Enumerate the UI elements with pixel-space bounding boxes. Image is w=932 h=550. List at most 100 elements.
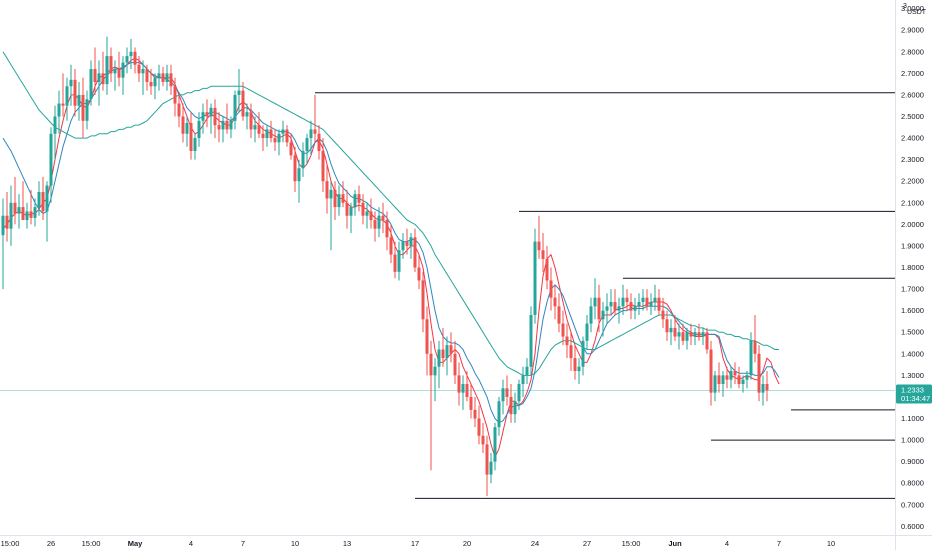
- candle[interactable]: [681, 323, 685, 346]
- y-tick-label[interactable]: 1.6000: [901, 306, 924, 315]
- candle[interactable]: [741, 375, 745, 393]
- candle[interactable]: [65, 77, 69, 121]
- candle[interactable]: [45, 181, 49, 242]
- candle[interactable]: [221, 116, 225, 143]
- candle[interactable]: [193, 133, 197, 160]
- y-tick-label[interactable]: 2.6000: [901, 90, 924, 99]
- candle[interactable]: [13, 176, 17, 225]
- y-tick-label[interactable]: 1.0000: [901, 436, 924, 445]
- candle[interactable]: [245, 103, 249, 130]
- candle[interactable]: [721, 371, 725, 397]
- x-tick-label[interactable]: 20: [463, 539, 471, 548]
- candle[interactable]: [289, 133, 293, 160]
- candle[interactable]: [633, 297, 637, 320]
- candle[interactable]: [621, 284, 625, 315]
- candle[interactable]: [421, 271, 425, 333]
- candle[interactable]: [513, 392, 517, 423]
- candle[interactable]: [561, 310, 565, 346]
- candle[interactable]: [665, 310, 669, 341]
- y-tick-label[interactable]: 1.7000: [901, 285, 924, 294]
- candle[interactable]: [281, 120, 285, 143]
- candle[interactable]: [121, 56, 125, 95]
- candle[interactable]: [97, 60, 101, 106]
- candle[interactable]: [673, 314, 677, 341]
- x-tick-label[interactable]: 13: [343, 539, 351, 548]
- candle[interactable]: [205, 99, 209, 128]
- candle[interactable]: [433, 358, 437, 402]
- candle[interactable]: [557, 293, 561, 333]
- candle[interactable]: [233, 90, 237, 130]
- candle[interactable]: [713, 371, 717, 402]
- candle[interactable]: [17, 194, 21, 229]
- candle[interactable]: [189, 112, 193, 160]
- candle[interactable]: [653, 284, 657, 311]
- candle[interactable]: [729, 366, 733, 389]
- candle[interactable]: [361, 194, 365, 225]
- y-tick-label[interactable]: 2.8000: [901, 47, 924, 56]
- candle[interactable]: [141, 60, 145, 95]
- candle[interactable]: [469, 383, 473, 419]
- candle[interactable]: [541, 232, 545, 272]
- candle[interactable]: [573, 345, 577, 380]
- candle[interactable]: [597, 284, 601, 333]
- candlesticks[interactable]: [1, 36, 769, 497]
- candle[interactable]: [517, 379, 521, 410]
- y-tick-label[interactable]: 2.0000: [901, 220, 924, 229]
- y-tick-label[interactable]: 1.5000: [901, 328, 924, 337]
- candle[interactable]: [509, 383, 513, 423]
- candle[interactable]: [389, 224, 393, 264]
- candle[interactable]: [581, 336, 585, 376]
- candle[interactable]: [709, 340, 713, 406]
- candle[interactable]: [745, 371, 749, 389]
- candle[interactable]: [61, 73, 65, 117]
- candle[interactable]: [405, 228, 409, 255]
- candle[interactable]: [649, 293, 653, 315]
- y-tick-label[interactable]: 2.4000: [901, 134, 924, 143]
- x-tick-label[interactable]: 10: [827, 539, 835, 548]
- y-tick-label[interactable]: 3.0000: [901, 4, 924, 13]
- candle[interactable]: [537, 215, 541, 259]
- candle[interactable]: [77, 81, 81, 121]
- candle[interactable]: [385, 211, 389, 251]
- candle[interactable]: [309, 120, 313, 156]
- candle[interactable]: [325, 163, 329, 214]
- candle[interactable]: [569, 332, 573, 372]
- candle[interactable]: [197, 112, 201, 147]
- candle[interactable]: [425, 306, 429, 376]
- y-tick-label[interactable]: 0.8000: [901, 479, 924, 488]
- candle[interactable]: [89, 60, 93, 106]
- candle[interactable]: [493, 422, 497, 471]
- x-tick-label[interactable]: Jun: [668, 539, 682, 548]
- candle[interactable]: [153, 73, 157, 100]
- candle[interactable]: [213, 99, 217, 139]
- candle[interactable]: [629, 293, 633, 320]
- candle[interactable]: [565, 323, 569, 359]
- candle[interactable]: [9, 185, 13, 246]
- candle[interactable]: [129, 38, 133, 70]
- candle[interactable]: [29, 189, 33, 225]
- x-tick-label[interactable]: 7: [241, 539, 245, 548]
- y-tick-label[interactable]: 2.7000: [901, 69, 924, 78]
- candle[interactable]: [377, 207, 381, 238]
- candle[interactable]: [481, 422, 485, 454]
- candle[interactable]: [217, 112, 221, 143]
- candle[interactable]: [109, 47, 113, 82]
- candle[interactable]: [225, 103, 229, 134]
- candle[interactable]: [553, 284, 557, 320]
- candle[interactable]: [365, 202, 369, 229]
- candle[interactable]: [185, 116, 189, 147]
- candle[interactable]: [345, 189, 349, 229]
- x-tick-label[interactable]: 4: [725, 539, 729, 548]
- candle[interactable]: [241, 81, 245, 121]
- candle[interactable]: [413, 228, 417, 272]
- candle[interactable]: [613, 289, 617, 315]
- candle[interactable]: [321, 138, 325, 192]
- candle[interactable]: [449, 332, 453, 363]
- candle[interactable]: [525, 358, 529, 384]
- y-tick-label[interactable]: 2.9000: [901, 26, 924, 35]
- candle[interactable]: [661, 297, 665, 328]
- candle[interactable]: [589, 297, 593, 333]
- time-axis-ticks[interactable]: 15:00 26 15:00 May 4 7 10 13 17 20 24 27 15:00 Jun 4 7 1…: [1, 539, 836, 548]
- candle[interactable]: [489, 453, 493, 484]
- candle[interactable]: [137, 56, 141, 82]
